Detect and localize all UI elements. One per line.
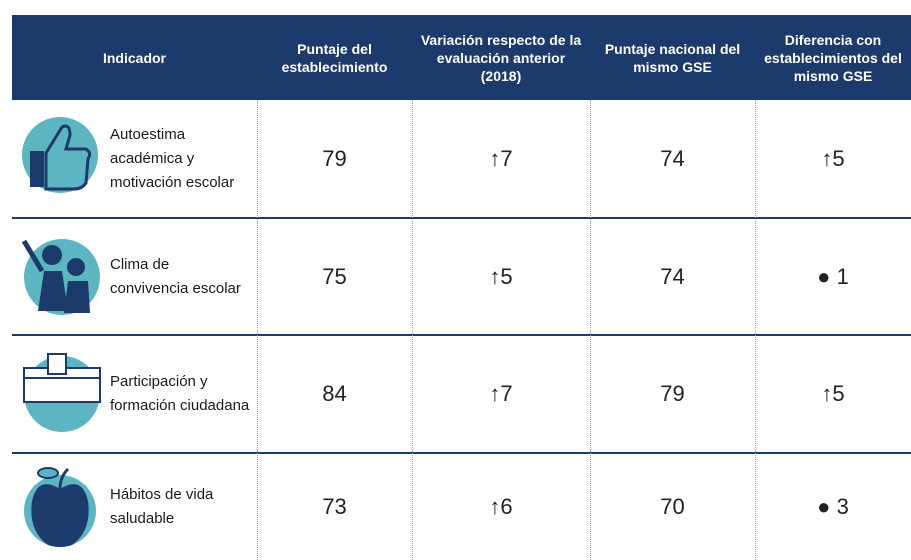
column-divider [257,100,258,560]
row-icon [18,348,106,440]
column-divider [412,100,413,560]
header-cell: Puntaje del establecimiento [257,15,412,100]
value-cell: ↑5 [755,335,911,453]
value-cell: 73 [257,453,412,560]
value-cell: ↑7 [412,100,590,218]
column-divider [590,100,591,560]
value-cell: ● 1 [755,218,911,335]
row-icon [18,461,106,553]
value-cell: ↑6 [412,453,590,560]
row-icon [18,113,106,205]
value-cell: ↑5 [412,218,590,335]
header-cell: Indicador [12,15,257,100]
value-cell: ↑5 [755,100,911,218]
indicator-label: Participación y formación ciudadana [110,335,250,453]
indicator-label: Autoestima académica y motivación escola… [110,100,250,218]
value-cell: ● 3 [755,453,911,560]
value-cell: 74 [590,218,755,335]
indicator-label: Clima de convivencia escolar [110,218,250,335]
header-cell: Diferencia con establecimientos del mism… [755,15,911,100]
value-cell: 79 [590,335,755,453]
value-cell: 84 [257,335,412,453]
value-cell: ↑7 [412,335,590,453]
value-cell: 70 [590,453,755,560]
value-cell: 75 [257,218,412,335]
page: IndicadorPuntaje del establecimientoVari… [0,0,911,560]
row-icon [18,231,106,323]
header-cell: Variación respecto de la evaluación ante… [412,15,590,100]
indicator-label: Hábitos de vida saludable [110,453,250,560]
value-cell: 74 [590,100,755,218]
header-cell: Puntaje nacional del mismo GSE [590,15,755,100]
column-divider [755,100,756,560]
value-cell: 79 [257,100,412,218]
